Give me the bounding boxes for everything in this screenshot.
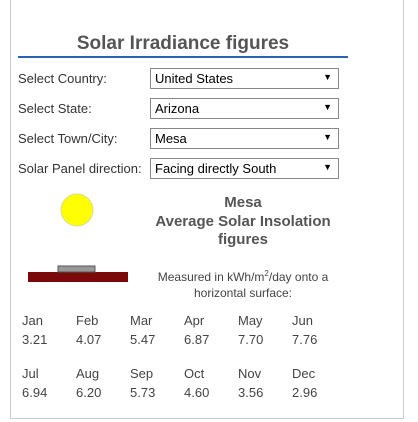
month-label: Oct (184, 366, 205, 381)
month-label: Apr (184, 313, 205, 328)
select-arrow: ▼ (323, 72, 332, 82)
month-value: 6.20 (76, 385, 102, 400)
month-label: May (238, 313, 263, 328)
select-value: Arizona (155, 101, 200, 116)
month-value: 7.70 (238, 332, 264, 347)
frame (10, 0, 404, 419)
sun-icon (60, 193, 94, 227)
icons (28, 193, 128, 282)
select-box[interactable]: Arizona ▼ (150, 98, 339, 119)
field-label: Select Country: (18, 71, 107, 86)
title: Solar Irradiance figures (76, 33, 290, 54)
select-box[interactable]: United States ▼ (150, 68, 339, 89)
select-arrow: ▼ (323, 162, 332, 172)
select-box[interactable]: Mesa ▼ (150, 128, 339, 149)
select-value: Facing directly South (155, 161, 277, 176)
field-label: Select Town/City: (18, 131, 118, 146)
unit-note: Measured in kWh/m2/day onto a horizontal… (140, 266, 346, 301)
month-value: 4.60 (184, 385, 210, 400)
select-value: United States (155, 71, 234, 86)
select-value: Mesa (155, 131, 187, 146)
note-sup: 2 (264, 269, 269, 278)
field-label: Select State: (18, 101, 92, 116)
month-value: 6.94 (22, 385, 48, 400)
town-heading: Mesa (224, 194, 262, 211)
ground-icon (28, 272, 128, 282)
month-value: 2.96 (292, 385, 318, 400)
month-value: 5.73 (130, 385, 156, 400)
select-box[interactable]: Facing directly South ▼ (150, 158, 339, 179)
month-value: 7.76 (292, 332, 318, 347)
month-label: Jul (22, 366, 39, 381)
note-text: Measured in kWh/m (157, 270, 265, 284)
month-label: Sep (130, 366, 154, 381)
month-label: Mar (130, 313, 153, 328)
result-heading: Average Solar Insolation figures (155, 213, 331, 248)
select-arrow: ▼ (323, 102, 332, 112)
month-label: Feb (76, 313, 99, 328)
month-label: Nov (238, 366, 262, 381)
month-value: 5.47 (130, 332, 156, 347)
note-text: /day onto a horizontal surface: (193, 270, 329, 300)
month-value: 3.56 (238, 385, 264, 400)
title-rule (18, 56, 348, 58)
field-label: Solar Panel direction: (18, 161, 142, 176)
month-value: 4.07 (76, 332, 102, 347)
month-label: Jun (292, 313, 313, 328)
month-value: 6.87 (184, 332, 210, 347)
month-label: Jan (22, 313, 43, 328)
panel-icon (57, 265, 96, 273)
month-label: Dec (292, 366, 316, 381)
month-label: Aug (76, 366, 100, 381)
select-arrow: ▼ (323, 132, 332, 142)
month-value: 3.21 (22, 332, 48, 347)
